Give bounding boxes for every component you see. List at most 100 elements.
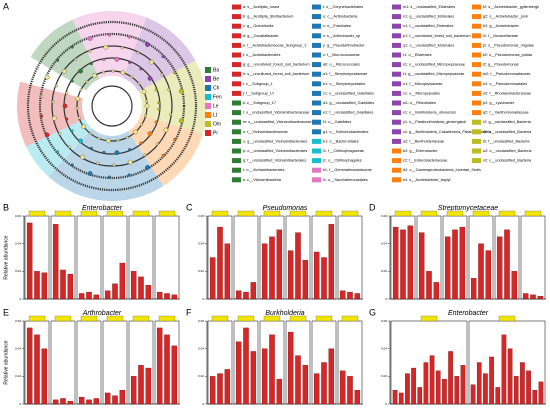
clade-node (141, 89, 147, 95)
clade-node (160, 73, 164, 77)
y-tick-label: 0.02 (381, 269, 387, 273)
facet-tag (237, 210, 255, 217)
legend-swatch (205, 103, 211, 109)
clade-node (105, 138, 111, 144)
facet-tag (289, 315, 307, 322)
bar (34, 334, 40, 405)
bar (67, 401, 74, 405)
bar (41, 348, 48, 405)
taxon-swatch (392, 148, 401, 154)
bar (164, 293, 170, 300)
clade-node (87, 171, 93, 176)
clade-node (51, 115, 57, 121)
taxon-swatch (392, 42, 401, 48)
bar (433, 282, 440, 300)
taxon-label: v2: c__unclassified_Bacteria (483, 159, 532, 163)
bar (459, 226, 466, 300)
bar (392, 226, 399, 300)
clade-ring (51, 45, 173, 167)
taxon-swatch (392, 177, 401, 183)
bar (526, 370, 531, 405)
panel-label: G (369, 307, 376, 317)
legend-label: Ba (213, 67, 219, 73)
clade-node (65, 91, 69, 95)
bar (119, 262, 126, 300)
facet-tag (420, 210, 438, 217)
taxon-swatch (392, 90, 401, 96)
taxon-label: f: o__Acidobacteriales (243, 53, 280, 57)
bar (496, 236, 503, 300)
taxon-label: r2: g__unclassified_Bacteria (483, 120, 532, 124)
clade-node (145, 99, 149, 103)
taxon-label: b: g__Acidipila_Silvibacterium (243, 15, 293, 19)
bar (67, 273, 74, 300)
taxon-swatch (312, 177, 321, 183)
facet-tag (158, 210, 176, 217)
taxon-swatch (232, 138, 241, 144)
clade-node (173, 71, 177, 75)
clade-node (179, 88, 184, 94)
clade-node (128, 60, 132, 64)
bar (130, 376, 137, 405)
taxon-label: d: g__Occallatibacter (243, 34, 279, 38)
taxon-swatch (392, 110, 401, 116)
bar (339, 290, 346, 300)
bar (261, 243, 268, 300)
clade-node (40, 94, 44, 98)
taxon-label: o: g__unclassified_Vicinamibacterales (243, 139, 307, 143)
taxon-label: n1: g__unclassified_Elsterales (403, 15, 454, 19)
facet-tag (341, 315, 359, 322)
taxon-label: p2: g__Lysobacter (483, 101, 515, 105)
clade-node (108, 175, 111, 179)
clade-node (102, 150, 106, 154)
bar (86, 291, 92, 300)
y-tick-label: 0.02 (15, 374, 21, 378)
bar (269, 236, 275, 300)
bar (426, 271, 432, 300)
taxon-swatch (472, 129, 481, 135)
taxon-label: q1: o__unclassified_Elsterales (403, 43, 454, 47)
y-tick-label: 0.02 (381, 374, 387, 378)
y-tick-label: 0.06 (15, 319, 21, 323)
legend-swatch (205, 130, 211, 136)
facet-tag (420, 315, 438, 322)
taxon-label: s2: s__unclassified_Bacteria (483, 130, 532, 134)
facet-tag (263, 210, 281, 217)
taxon-swatch (232, 129, 241, 135)
clade-node (143, 153, 147, 157)
clade-node (74, 58, 78, 61)
taxon-swatch (232, 148, 241, 154)
bar (501, 334, 507, 405)
clade-node (77, 116, 81, 120)
bar (217, 226, 223, 300)
bar (171, 345, 178, 405)
clade-node (65, 117, 69, 121)
y-tick-label: 0.06 (198, 214, 204, 218)
facet-tag (158, 315, 176, 322)
clade-node (167, 88, 171, 92)
taxon-swatch (392, 158, 401, 164)
bar (276, 229, 283, 300)
taxon-swatch (232, 119, 241, 125)
panel-title: Burkholderia (265, 310, 304, 317)
taxon-swatch (392, 23, 401, 29)
bar (276, 378, 283, 405)
clade-node (136, 51, 140, 55)
taxon-swatch (312, 71, 321, 77)
clade-node (78, 138, 83, 144)
bar (392, 390, 398, 405)
taxon-label: o2: f__Rhodanobacteraceae (483, 91, 531, 95)
taxon-swatch (312, 42, 321, 48)
y-tick-label: 0.06 (381, 319, 387, 323)
clade-node (140, 123, 144, 126)
clade-node (70, 163, 74, 167)
bar (41, 272, 48, 300)
clade-node (62, 103, 68, 109)
taxon-label: k: c__Subgroup_17 (243, 101, 276, 105)
taxon-label: t2: f__unclassified_Bacteria (483, 139, 530, 143)
taxon-label: c2: f__Enterobacteriaceae (403, 159, 447, 163)
legend-swatch (205, 121, 211, 127)
panel-label: E (3, 307, 9, 317)
taxon-swatch (472, 71, 481, 77)
bar (104, 290, 111, 300)
